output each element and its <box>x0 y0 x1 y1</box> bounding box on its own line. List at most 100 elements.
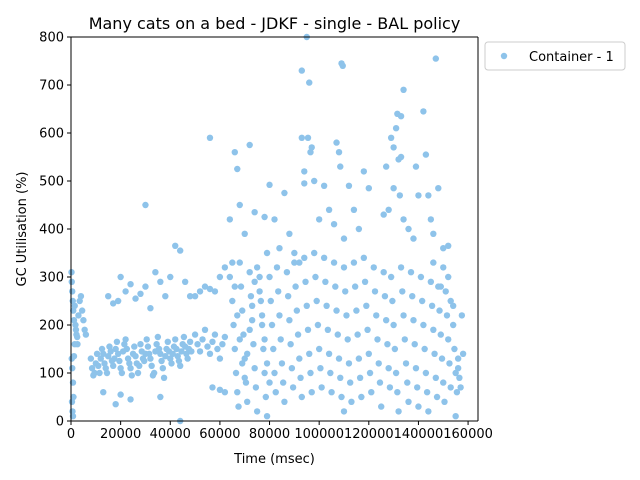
axes-layer <box>70 36 479 422</box>
data-point <box>142 201 149 209</box>
data-point <box>351 283 359 290</box>
data-point <box>101 360 108 367</box>
data-point <box>229 259 236 266</box>
data-point <box>70 307 77 314</box>
data-point <box>384 341 391 348</box>
data-point <box>258 312 266 319</box>
data-point <box>157 350 164 357</box>
data-point <box>105 353 112 360</box>
data-point <box>72 326 80 333</box>
data-point <box>96 369 103 377</box>
data-point <box>345 182 353 189</box>
data-point <box>127 365 134 372</box>
data-point <box>412 163 420 170</box>
data-point <box>365 185 373 192</box>
data-point <box>87 355 95 362</box>
data-point <box>293 307 301 314</box>
data-point <box>322 278 329 285</box>
data-point <box>240 331 247 338</box>
data-point <box>106 343 113 350</box>
x-tick-label: 40000 <box>150 427 191 442</box>
data-point <box>335 149 343 156</box>
x-tick-label: 100000 <box>294 427 344 442</box>
data-point <box>176 362 184 369</box>
data-point <box>291 249 298 257</box>
data-point <box>400 312 407 319</box>
data-point <box>328 389 335 396</box>
data-point <box>235 403 242 410</box>
data-point <box>365 350 373 357</box>
data-point <box>127 281 134 288</box>
data-point <box>348 398 355 405</box>
data-point <box>447 384 454 391</box>
data-point <box>169 350 176 357</box>
data-point <box>392 369 400 377</box>
ticks-layer: 0 20000 40000 60000 80000 100000 120000 140000 1… <box>39 31 493 443</box>
data-point <box>311 177 318 185</box>
data-point <box>420 321 427 329</box>
data-point <box>397 113 405 120</box>
data-point <box>206 134 214 141</box>
data-point <box>148 362 155 369</box>
data-point <box>380 269 387 276</box>
data-point <box>252 384 260 391</box>
data-point <box>152 269 159 276</box>
data-point <box>248 317 256 324</box>
data-point <box>234 389 241 396</box>
data-point <box>301 254 308 261</box>
chart-title-group: Many cats on a bed - JDKF - single - BAL… <box>89 14 461 33</box>
data-point <box>312 273 319 281</box>
data-point <box>281 398 288 405</box>
data-point <box>454 355 462 362</box>
data-point <box>262 393 270 401</box>
data-point <box>128 372 136 379</box>
legend-label: Container - 1 <box>529 50 614 65</box>
data-point <box>107 348 114 355</box>
data-point <box>230 321 237 329</box>
x-tick-label: 20000 <box>100 427 141 442</box>
data-point <box>296 355 303 362</box>
data-point <box>266 181 273 189</box>
data-point <box>286 317 293 324</box>
data-point <box>263 360 271 367</box>
data-point <box>196 348 204 355</box>
data-point <box>366 369 374 377</box>
data-point <box>430 326 437 333</box>
data-point <box>226 216 234 223</box>
data-point <box>159 365 167 372</box>
data-point <box>405 225 412 233</box>
data-point <box>385 206 392 213</box>
data-point <box>308 144 315 151</box>
y-tick-label: 600 <box>39 127 64 142</box>
data-point <box>447 297 454 305</box>
data-point <box>333 139 340 146</box>
data-point <box>304 134 312 141</box>
data-point <box>431 350 438 357</box>
data-point <box>251 365 258 372</box>
data-point <box>221 389 229 396</box>
data-point <box>337 163 344 170</box>
data-point <box>191 293 199 300</box>
data-point <box>131 343 138 350</box>
data-point <box>430 230 437 237</box>
data-point <box>78 307 86 314</box>
data-point <box>325 206 333 213</box>
data-point <box>396 192 404 199</box>
data-point <box>132 295 139 302</box>
data-point <box>191 331 199 338</box>
data-point <box>239 360 246 367</box>
data-point <box>277 336 284 343</box>
data-point <box>271 369 278 377</box>
data-point <box>95 362 102 369</box>
data-point <box>147 355 154 362</box>
data-point <box>266 273 273 281</box>
data-point <box>132 353 139 360</box>
data-point <box>382 163 390 170</box>
y-tick-label: 400 <box>39 223 64 238</box>
data-point <box>248 302 256 309</box>
data-point <box>284 293 292 300</box>
data-point <box>306 350 313 357</box>
data-point <box>239 307 246 314</box>
data-point <box>306 79 313 86</box>
data-point <box>219 341 226 348</box>
